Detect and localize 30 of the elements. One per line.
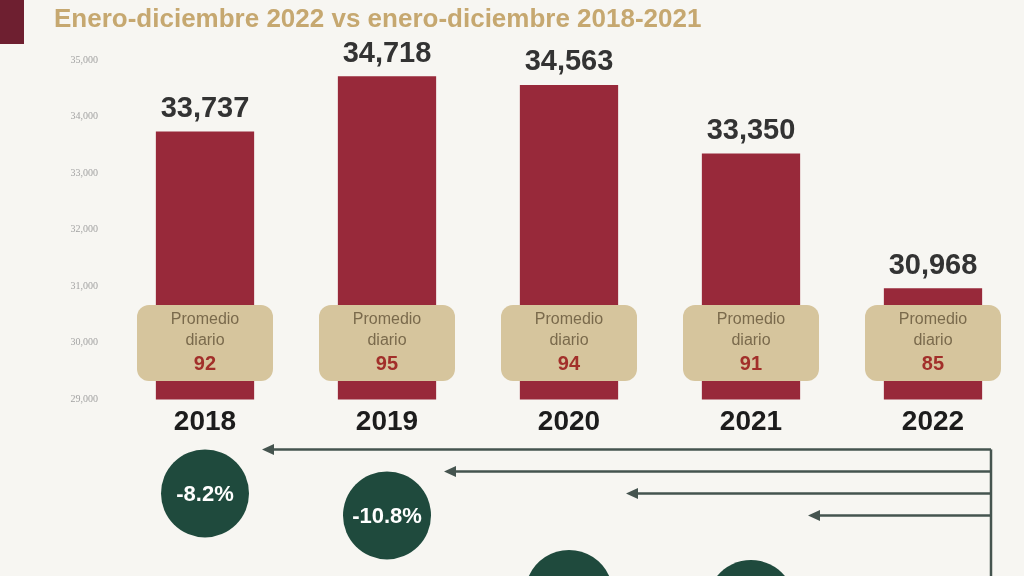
data-label: 33,737 <box>160 91 250 124</box>
y-tick-label: 35,000 <box>70 53 98 65</box>
chart-title: Enero-diciembre 2022 vs enero-diciembre 2018-2021 <box>54 2 702 33</box>
x-tick-label: 2019 <box>355 404 419 436</box>
data-label: 33,350 <box>706 112 796 145</box>
data-label: 34,563 <box>524 44 614 77</box>
label-box: Promedio diario 91 <box>682 305 820 382</box>
y-tick-label: 34,000 <box>70 110 98 122</box>
label-box: Promedio diario 94 <box>500 305 638 382</box>
y-tick-label: 30,000 <box>70 336 98 348</box>
y-tick-label: 31,000 <box>70 279 98 291</box>
x-tick-label: 2020 <box>537 404 601 436</box>
label-box: Promedio diario 95 <box>318 305 456 382</box>
annotation: Promedio diario 94 <box>533 309 605 377</box>
label-box: Promedio diario 85 <box>864 305 1002 382</box>
y-tick-label: 29,000 <box>70 393 98 405</box>
annotation: Promedio diario 91 <box>715 309 787 377</box>
x-tick-label: 2018 <box>173 404 237 436</box>
circle-badge: -8.2% <box>161 449 249 538</box>
x-tick-label: 2022 <box>901 404 965 436</box>
y-tick-label: 33,000 <box>70 166 98 178</box>
x-tick-label: 2021 <box>719 404 783 436</box>
label-box: Promedio diario 92 <box>136 305 274 382</box>
annotation: Promedio diario 95 <box>351 309 423 377</box>
data-label: 30,968 <box>888 247 978 280</box>
circle-badge: -10.8% <box>343 471 431 560</box>
annotation: Promedio diario 85 <box>897 309 969 377</box>
annotation: Promedio diario 92 <box>169 309 241 377</box>
y-tick-label: 32,000 <box>70 223 98 235</box>
data-label: 34,718 <box>342 35 432 68</box>
